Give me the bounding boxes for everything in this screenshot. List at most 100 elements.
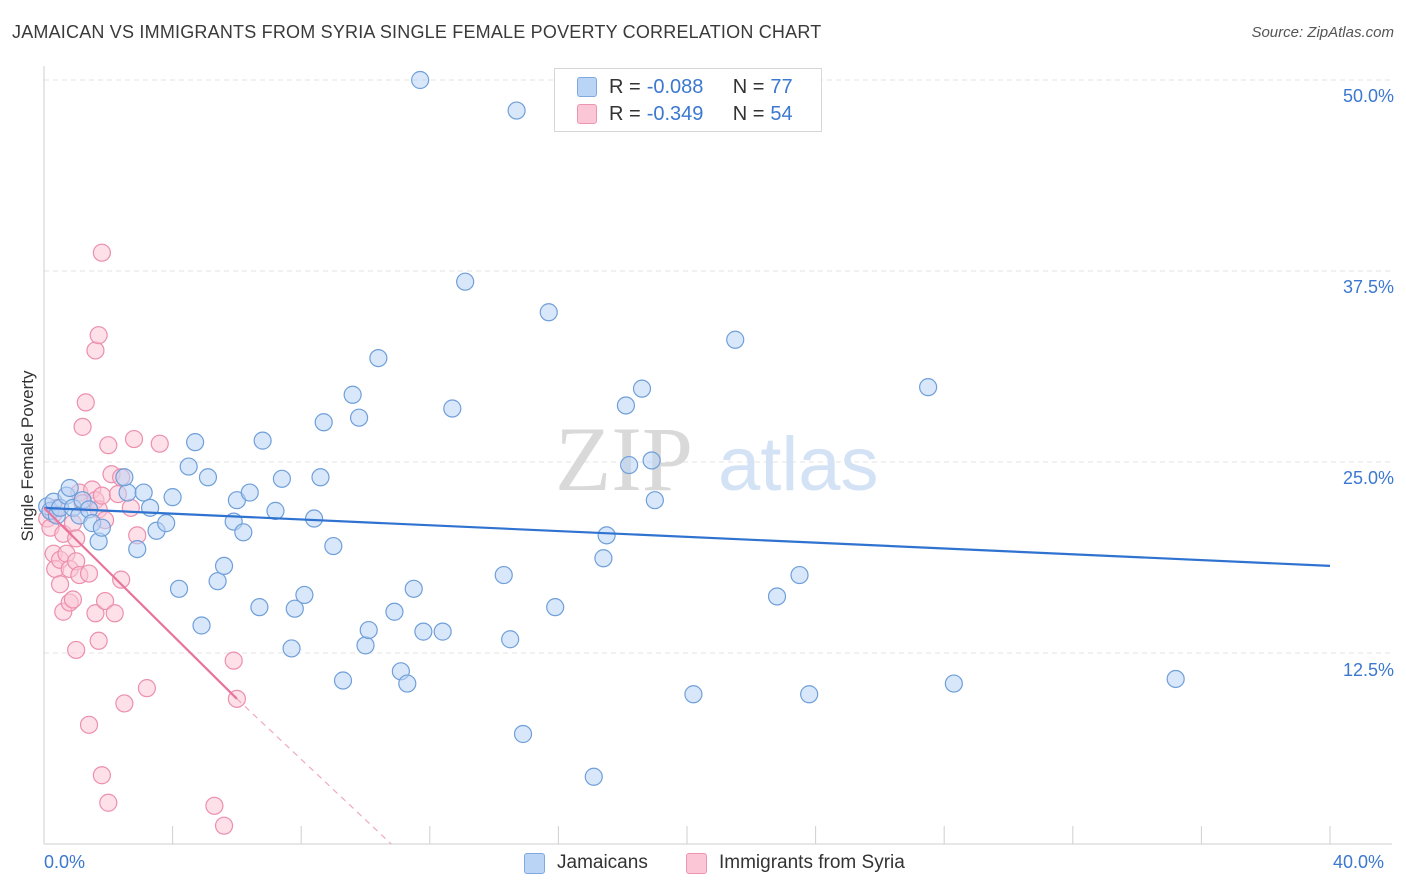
jamaican-point	[369, 348, 388, 368]
n-label: N =	[732, 75, 765, 98]
jamaican-point	[584, 767, 603, 786]
jamaican-point	[632, 379, 652, 398]
jamaican-point	[118, 483, 137, 502]
jamaican-point	[356, 636, 375, 655]
syria-point	[124, 429, 144, 449]
syria-point	[92, 766, 111, 785]
legend-syria-swatch	[686, 852, 707, 874]
jamaican-point	[790, 565, 809, 585]
jamaican-point	[304, 509, 324, 528]
jamaican-point	[433, 622, 452, 641]
chart-title: JAMAICAN VS IMMIGRANTS FROM SYRIA SINGLE…	[12, 22, 822, 42]
jamaican-point	[642, 451, 661, 470]
jamaican-point	[253, 431, 272, 450]
jamaican-point	[295, 585, 314, 605]
jamaican-point	[60, 478, 79, 498]
jamaican-point	[349, 408, 369, 427]
n-label: N =	[732, 102, 765, 125]
jamaicans-swatch	[577, 77, 597, 97]
jamaican-point	[594, 549, 613, 568]
syria-point	[63, 590, 83, 609]
jamaican-point	[250, 598, 269, 617]
jamaican-point	[128, 539, 147, 559]
jamaican-point	[597, 526, 616, 545]
jamaican-point	[507, 101, 526, 120]
jamaican-point	[266, 501, 285, 520]
syria-point	[112, 570, 131, 589]
jamaican-point	[494, 565, 513, 585]
source-label: Source: ZipAtlas.com	[1251, 24, 1394, 41]
jamaican-point	[539, 303, 558, 322]
jamaican-point	[404, 579, 423, 598]
r-value: -0.088	[646, 75, 704, 98]
jamaicans-trend-line	[43, 506, 1331, 568]
syria-point	[95, 591, 115, 611]
jamaican-point	[234, 523, 253, 542]
jamaican-point	[359, 620, 378, 640]
axes	[43, 66, 1392, 845]
jamaican-point	[169, 579, 189, 598]
y-tick-50: 50.0%	[1342, 86, 1394, 106]
jamaican-point	[684, 685, 703, 704]
jamaican-point	[208, 572, 227, 591]
legend-syria-label: Immigrants from Syria	[719, 852, 905, 873]
gridlines	[44, 79, 1392, 654]
jamaican-point	[767, 587, 787, 606]
series-syria-points	[38, 243, 246, 835]
legend-syria[interactable]: Immigrants from Syria	[686, 852, 905, 874]
syria-point	[79, 564, 99, 583]
r-value: -0.349	[646, 102, 704, 125]
jamaican-point	[157, 514, 176, 533]
jamaican-point	[240, 483, 259, 502]
syria-point	[92, 486, 111, 505]
jamaican-point	[513, 724, 533, 744]
jamaican-point	[546, 598, 565, 617]
jamaican-point	[616, 396, 636, 415]
r-label: R =	[609, 102, 641, 125]
syria-point	[76, 393, 95, 412]
jamaican-point	[1166, 669, 1185, 689]
jamaican-point	[620, 455, 639, 475]
y-tick-37-5: 37.5%	[1342, 277, 1394, 297]
legend-jamaicans-swatch	[524, 852, 545, 874]
jamaican-point	[311, 468, 330, 487]
syria-trend-line	[43, 507, 238, 700]
jamaican-point	[398, 674, 417, 693]
syria-swatch	[577, 104, 597, 124]
jamaican-point	[411, 70, 430, 90]
syria-point	[86, 604, 105, 623]
jamaican-point	[414, 622, 433, 641]
syria-point	[89, 326, 108, 345]
jamaican-point	[800, 685, 819, 704]
jamaican-point	[443, 399, 462, 418]
jamaican-point	[92, 518, 111, 537]
jamaican-point	[272, 469, 292, 488]
jamaican-point	[163, 488, 182, 507]
stats-box: R = -0.088 N = 77 R = -0.349 N = 54	[554, 68, 822, 132]
x-tick-max: 40.0%	[1333, 852, 1385, 872]
syria-point	[205, 796, 224, 815]
jamaican-point	[726, 330, 745, 349]
jamaican-point	[324, 536, 343, 556]
y-tick-25: 25.0%	[1342, 468, 1394, 488]
syria-point	[73, 417, 92, 436]
syria-point	[224, 651, 243, 670]
syria-point	[150, 434, 169, 453]
jamaican-point	[285, 599, 304, 618]
jamaican-point	[314, 413, 333, 432]
jamaican-point	[186, 433, 205, 452]
jamaican-point	[179, 457, 198, 476]
r-label: R =	[609, 75, 641, 98]
legend-jamaicans-label: Jamaicans	[557, 852, 648, 873]
n-value: 54	[770, 102, 793, 125]
legend-jamaicans[interactable]: Jamaicans	[524, 852, 648, 874]
n-value: 77	[770, 75, 793, 98]
jamaican-point	[456, 272, 475, 291]
syria-point	[92, 243, 111, 262]
jamaican-point	[645, 491, 664, 510]
syria-trend-extension	[236, 698, 392, 845]
series-jamaicans-points	[38, 70, 1185, 786]
jamaican-point	[501, 630, 520, 649]
jamaican-point	[333, 671, 353, 690]
